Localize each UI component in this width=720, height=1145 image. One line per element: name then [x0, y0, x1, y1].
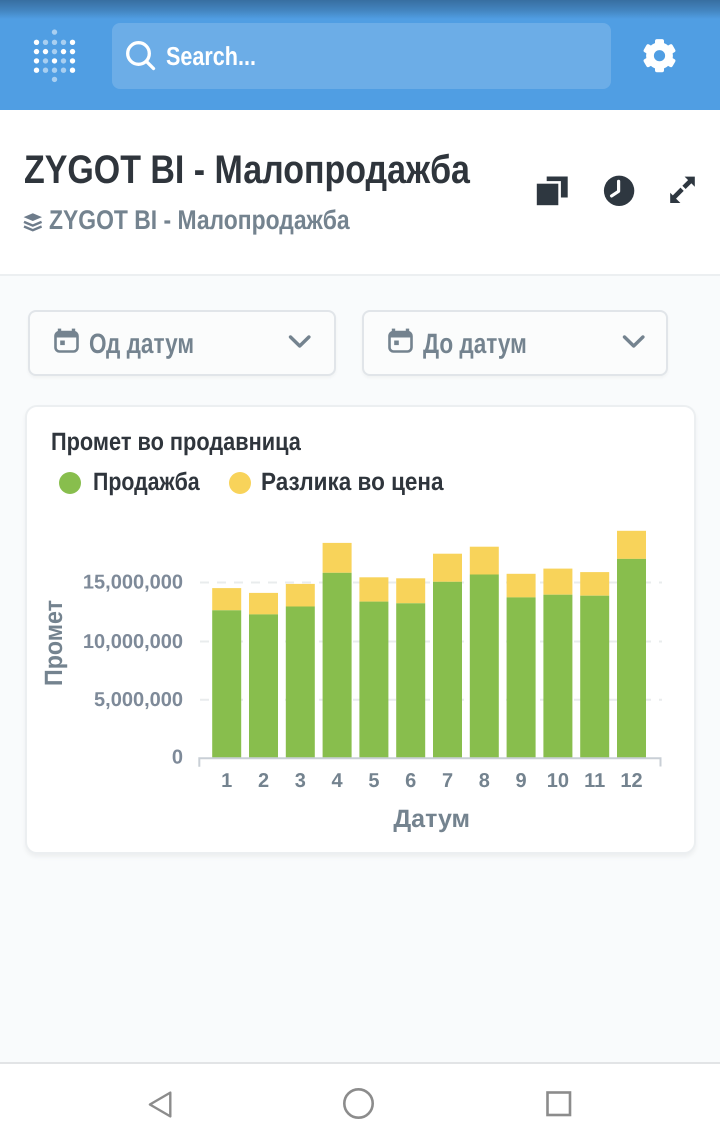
svg-text:3: 3: [295, 770, 306, 792]
svg-text:10,000,000: 10,000,000: [83, 631, 183, 653]
svg-text:1: 1: [221, 770, 232, 792]
svg-text:8: 8: [479, 770, 490, 792]
svg-text:12: 12: [620, 770, 642, 792]
svg-text:15,000,000: 15,000,000: [83, 572, 183, 594]
svg-text:Промет: Промет: [40, 600, 68, 686]
svg-text:5: 5: [368, 770, 379, 792]
svg-text:0: 0: [172, 747, 183, 769]
svg-text:6: 6: [405, 770, 416, 792]
svg-text:9: 9: [516, 770, 527, 792]
svg-text:4: 4: [332, 770, 344, 792]
svg-text:10: 10: [547, 770, 569, 792]
svg-text:11: 11: [584, 770, 605, 792]
svg-text:7: 7: [442, 770, 453, 792]
svg-text:Датум: Датум: [393, 805, 470, 833]
svg-text:5,000,000: 5,000,000: [94, 689, 183, 711]
svg-text:2: 2: [258, 770, 269, 792]
